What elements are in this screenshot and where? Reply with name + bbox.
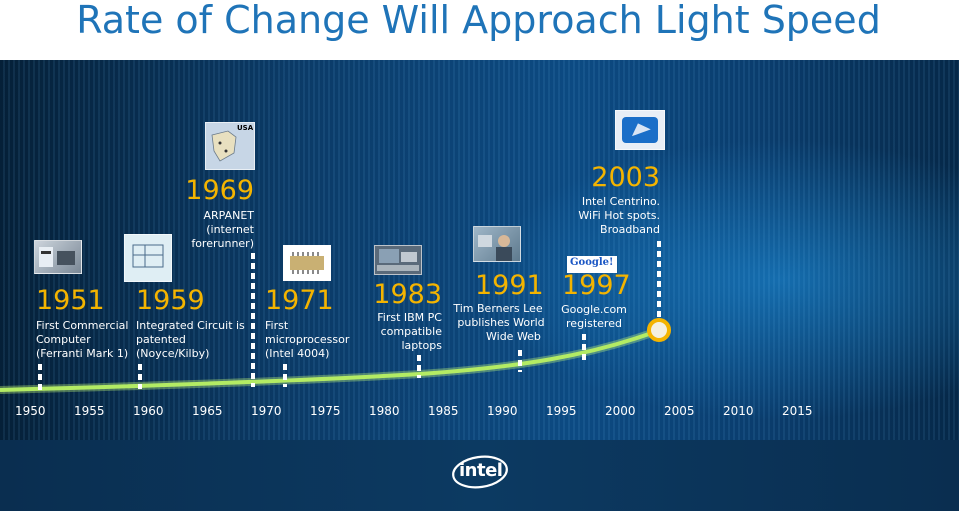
- event-desc-line: (Ferranti Mark 1): [36, 347, 129, 360]
- microchip: [283, 245, 331, 281]
- axis-tick-label: 1990: [487, 404, 518, 418]
- event-desc-1991: Tim Berners Lee publishes World Wide Web: [446, 302, 550, 344]
- axis-tick-label: 1970: [251, 404, 282, 418]
- event-year-1959: 1959: [136, 285, 205, 316]
- event-desc-line: Integrated Circuit is: [136, 319, 245, 332]
- centrino-logo: [615, 110, 665, 150]
- event-desc-line: Computer: [36, 333, 91, 346]
- usa-map-label: USA: [237, 124, 254, 132]
- event-year-2003: 2003: [591, 162, 660, 193]
- event-desc-line: Tim Berners Lee: [453, 302, 543, 315]
- axis-tick-label: 1985: [428, 404, 459, 418]
- axis-tick-label: 2005: [664, 404, 695, 418]
- event-desc-line: forerunner): [191, 237, 254, 250]
- event-desc-line: WiFi Hot spots.: [578, 209, 660, 222]
- google-logo: Google!: [567, 256, 617, 273]
- axis-tick-label: 1965: [192, 404, 223, 418]
- event-desc-line: compatible: [380, 325, 442, 338]
- person-photo: [473, 226, 521, 262]
- event-desc-1959: Integrated Circuit is patented (Noyce/Ki…: [136, 319, 245, 361]
- event-desc-line: Intel Centrino.: [581, 195, 660, 208]
- event-desc-1971: First microprocessor (Intel 4004): [265, 319, 349, 361]
- event-desc-line: First: [265, 319, 289, 332]
- event-desc-line: (internet: [206, 223, 254, 236]
- event-year-1971: 1971: [265, 285, 334, 316]
- event-year-1991: 1991: [475, 270, 544, 301]
- event-desc-line: Broadband: [600, 223, 660, 236]
- event-desc-line: laptops: [401, 339, 442, 352]
- usa-map: USA: [205, 122, 255, 170]
- title-bar: Rate of Change Will Approach Light Speed: [0, 0, 959, 60]
- ferranti-computer-photo: [34, 240, 82, 274]
- endpoint-circle: [647, 318, 671, 342]
- intel-logo: intel: [450, 454, 510, 490]
- footer-band: [0, 440, 959, 511]
- axis-tick-label: 1980: [369, 404, 400, 418]
- event-desc-line: registered: [566, 317, 622, 330]
- growth-curve-glow: [0, 326, 662, 394]
- event-desc-1969: ARPANET (internet forerunner): [154, 209, 254, 251]
- event-desc-2003: Intel Centrino. WiFi Hot spots. Broadban…: [556, 195, 660, 237]
- google-logo-label: Google!: [570, 257, 614, 268]
- event-desc-line: (Noyce/Kilby): [136, 347, 210, 360]
- event-desc-line: patented: [136, 333, 186, 346]
- event-desc-line: Google.com: [561, 303, 627, 316]
- axis-tick-label: 1955: [74, 404, 105, 418]
- event-year-1951: 1951: [36, 285, 105, 316]
- axis-tick-label: 1975: [310, 404, 341, 418]
- page-title: Rate of Change Will Approach Light Speed: [76, 0, 881, 42]
- axis-tick-label: 2015: [782, 404, 813, 418]
- event-desc-1951: First Commercial Computer (Ferranti Mark…: [36, 319, 128, 361]
- axis-tick-label: 2010: [723, 404, 754, 418]
- axis-tick-label: 1950: [15, 404, 46, 418]
- event-desc-line: (Intel 4004): [265, 347, 330, 360]
- event-desc-line: First IBM PC: [377, 311, 442, 324]
- event-desc-line: Wide Web: [486, 330, 541, 343]
- event-desc-1983: First IBM PC compatible laptops: [342, 311, 442, 353]
- event-desc-1997: Google.com registered: [556, 303, 632, 331]
- axis-tick-label: 1995: [546, 404, 577, 418]
- event-year-1997: 1997: [562, 270, 631, 301]
- patent-drawing: [124, 234, 172, 282]
- growth-curve: [0, 328, 661, 392]
- laptop: [374, 245, 422, 275]
- axis-tick-label: 2000: [605, 404, 636, 418]
- intel-logo-text: intel: [459, 460, 503, 481]
- axis-tick-label: 1960: [133, 404, 164, 418]
- event-year-1969: 1969: [185, 175, 254, 206]
- event-year-1983: 1983: [373, 279, 442, 310]
- event-desc-line: ARPANET: [203, 209, 254, 222]
- event-desc-line: microprocessor: [265, 333, 350, 346]
- event-desc-line: publishes World: [457, 316, 545, 329]
- event-desc-line: First Commercial: [36, 319, 129, 332]
